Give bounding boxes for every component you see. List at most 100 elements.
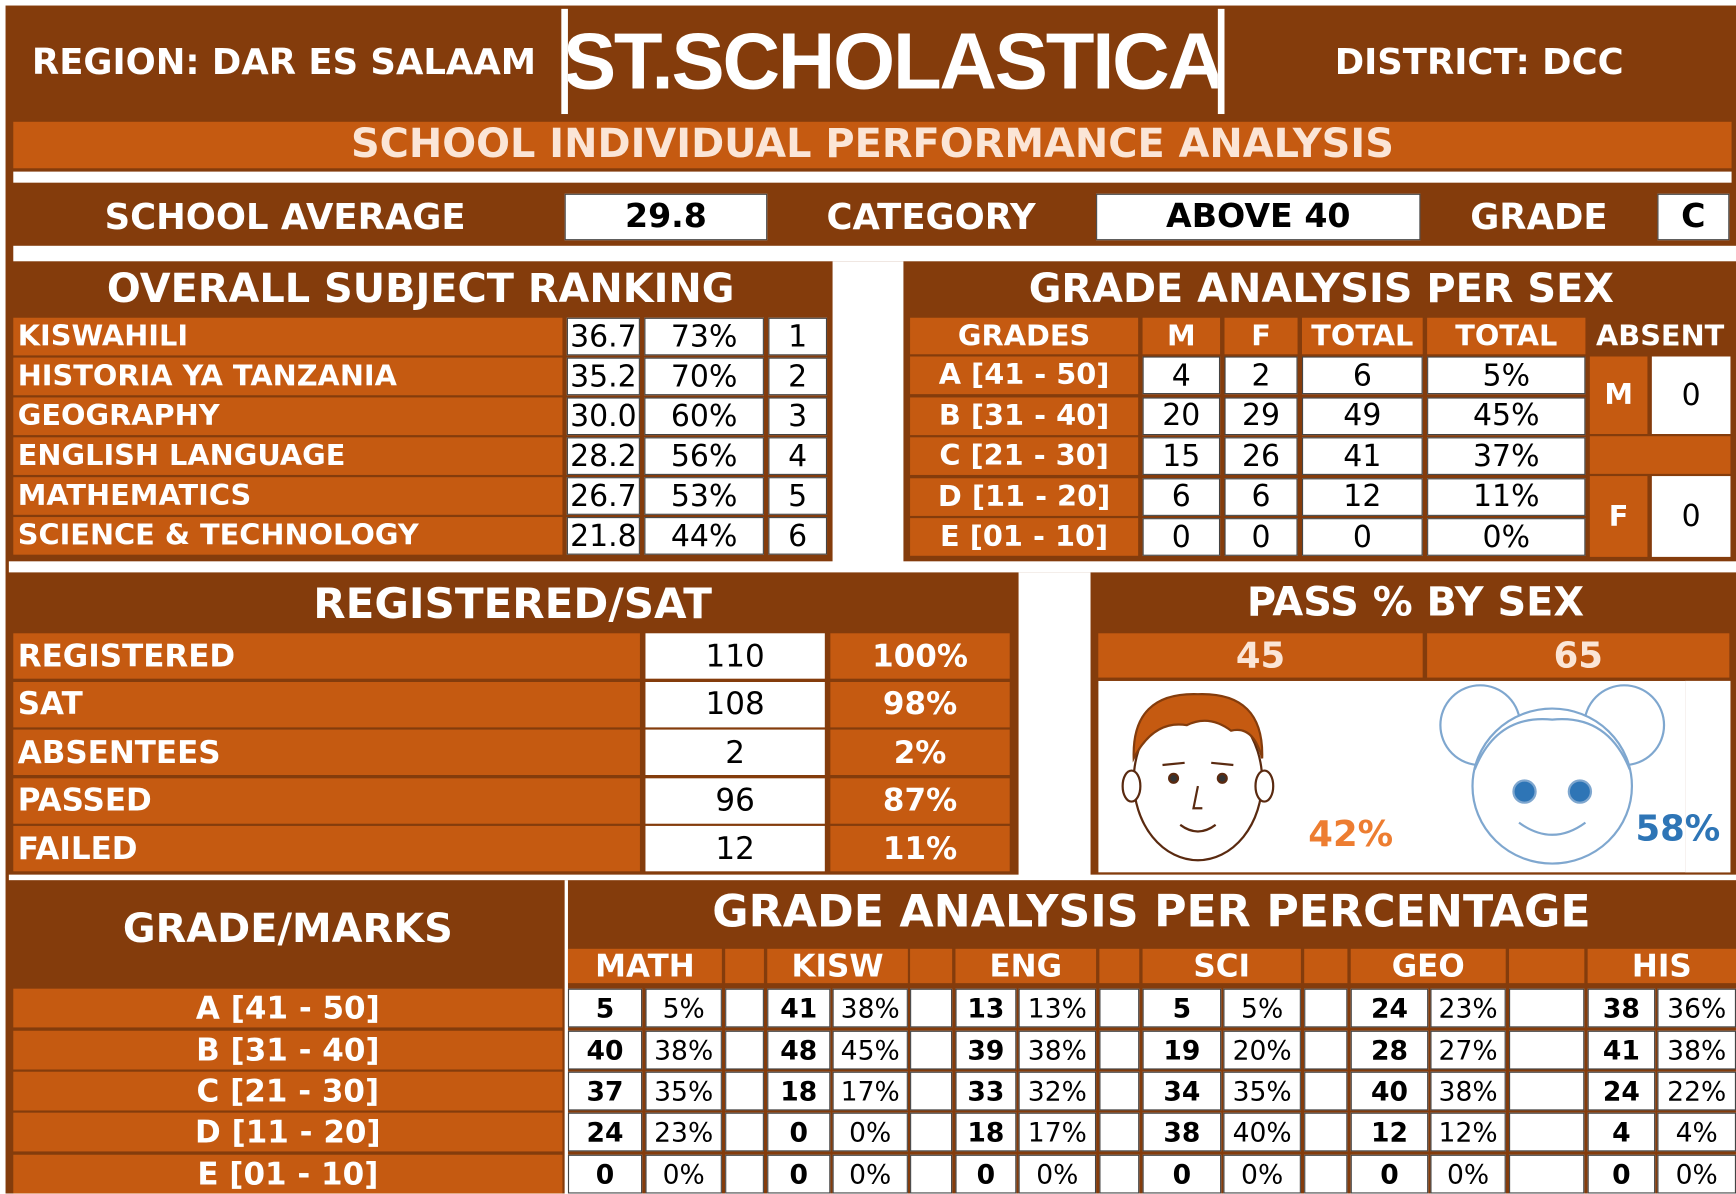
count: 29 — [1224, 396, 1298, 435]
percent: 44% — [644, 517, 764, 555]
count: 40 — [1350, 1071, 1429, 1111]
divider — [8, 561, 1736, 573]
percent: 35% — [1223, 1071, 1301, 1111]
blank — [1589, 436, 1731, 474]
subject-header: GEO — [1350, 948, 1506, 984]
gap-cell — [1304, 1112, 1348, 1152]
subject: GEOGRAPHY — [13, 397, 563, 436]
count: 0 — [1301, 518, 1423, 556]
gap-cell — [910, 1154, 953, 1194]
gap-cell — [1304, 988, 1348, 1028]
male-percent: 42% — [1308, 812, 1394, 855]
count: 15 — [1142, 437, 1221, 475]
count: 41 — [1587, 1030, 1656, 1070]
subject-header: KISW — [767, 948, 908, 984]
average: 28.2 — [566, 437, 640, 475]
count: 20 — [1142, 396, 1221, 435]
grade: D [11 - 20] — [13, 1112, 563, 1152]
gap-cell — [1304, 1030, 1348, 1070]
gap-cell — [1509, 1030, 1585, 1070]
header-gap — [1304, 948, 1348, 984]
count: 0 — [1224, 518, 1298, 556]
percent: 2% — [830, 729, 1010, 775]
rank: 4 — [768, 437, 828, 475]
header-gap — [910, 948, 953, 984]
subject-header: MATH — [567, 948, 722, 984]
absent-sex: F — [1589, 476, 1648, 557]
girl-face — [1439, 684, 1666, 865]
subject-header: ENG — [955, 948, 1097, 984]
percent: 0% — [645, 1154, 722, 1194]
average: 21.8 — [566, 517, 640, 555]
female-percent: 58% — [1635, 806, 1721, 849]
count: 0 — [767, 1112, 831, 1152]
percent: 38% — [645, 1030, 722, 1070]
count: 45% — [1427, 396, 1586, 435]
average: 26.7 — [566, 477, 640, 515]
column-header: TOTAL — [1301, 317, 1423, 355]
count: 33 — [955, 1071, 1017, 1111]
value: 29.8 — [564, 193, 768, 241]
count: 4 — [1587, 1112, 1656, 1152]
count: 28 — [1350, 1030, 1429, 1070]
count: 18 — [955, 1112, 1017, 1152]
subject: MATHEMATICS — [13, 477, 563, 515]
subject: ENGLISH LANGUAGE — [13, 437, 563, 475]
percent: 13% — [1018, 988, 1097, 1028]
percent: 23% — [1430, 988, 1506, 1028]
percent: 0% — [1223, 1154, 1301, 1194]
panel-title: GRADE/MARKS — [122, 906, 453, 953]
subject: KISWAHILI — [13, 317, 563, 356]
rank: 1 — [768, 317, 828, 356]
gap-cell — [1509, 1071, 1585, 1111]
grade: C [21 - 30] — [910, 437, 1139, 475]
count: 2 — [645, 729, 825, 775]
count: 37% — [1427, 437, 1586, 475]
subject: SCIENCE & TECHNOLOGY — [13, 517, 563, 555]
boy-face — [1121, 693, 1275, 862]
subject: HISTORIA YA TANZANIA — [13, 357, 563, 396]
percent: 45% — [832, 1030, 908, 1070]
gap-cell — [725, 1154, 764, 1194]
label: PASSED — [13, 777, 640, 824]
count: 0 — [1142, 518, 1221, 556]
percent: 5% — [1223, 988, 1301, 1028]
percent: 20% — [1223, 1030, 1301, 1070]
header-gap — [725, 948, 764, 984]
percent: 0% — [832, 1112, 908, 1152]
value: C — [1657, 193, 1730, 241]
count: 26 — [1224, 437, 1298, 475]
panel-title: PASS % BY SEX — [1246, 580, 1585, 626]
percent: 22% — [1657, 1071, 1736, 1111]
count: 6 — [1142, 477, 1221, 516]
gap-cell — [1099, 1112, 1140, 1152]
school-name: ST.SCHOLASTICA — [567, 8, 1218, 115]
percent: 38% — [1018, 1030, 1097, 1070]
divider — [13, 171, 1732, 183]
count: 38 — [1587, 988, 1656, 1028]
count: 5% — [1427, 356, 1586, 395]
count: 108 — [645, 681, 825, 727]
count: 0 — [1350, 1154, 1429, 1194]
divider — [561, 8, 568, 115]
percent: 0% — [1018, 1154, 1097, 1194]
percent: 0% — [1657, 1154, 1736, 1194]
sex-illustrations — [1098, 680, 1686, 873]
column-header: F — [1224, 317, 1298, 355]
blank — [1685, 680, 1731, 873]
gap-cell — [725, 1071, 764, 1111]
header-gap — [1099, 948, 1140, 984]
gap-cell — [1099, 988, 1140, 1028]
gap-cell — [1304, 1071, 1348, 1111]
label: FAILED — [13, 825, 640, 872]
region: REGION: DAR ES SALAAM — [8, 8, 560, 115]
rank: 5 — [768, 477, 828, 515]
grade: C [21 - 30] — [13, 1071, 563, 1111]
percent: 32% — [1018, 1071, 1097, 1111]
column-header: ABSENT — [1589, 317, 1731, 355]
divider — [564, 880, 568, 1194]
count: 5 — [567, 988, 643, 1028]
count: 0 — [767, 1154, 831, 1194]
count: 6 — [1224, 477, 1298, 516]
percent: 12% — [1430, 1112, 1506, 1152]
